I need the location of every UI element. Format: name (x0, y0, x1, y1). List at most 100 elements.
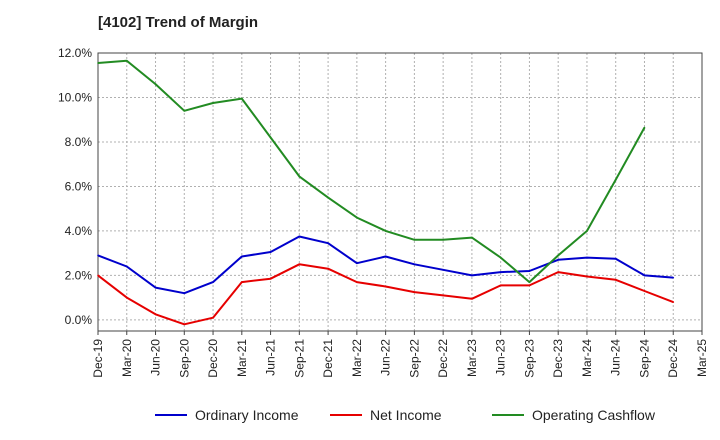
y-tick-label: 8.0% (65, 135, 93, 149)
data-point (97, 62, 99, 64)
data-point (643, 290, 646, 292)
data-point (384, 230, 387, 232)
data-point (442, 269, 444, 271)
x-tick-label: Jun-21 (264, 339, 278, 376)
y-tick-label: 10.0% (58, 90, 92, 104)
data-point (269, 251, 272, 253)
x-tick-label: Dec-20 (206, 339, 220, 378)
data-point (442, 239, 444, 241)
x-tick-label: Jun-23 (494, 339, 508, 376)
data-point (586, 256, 588, 259)
series-line-operating-cashflow (97, 59, 646, 284)
data-point (212, 281, 214, 283)
x-tick-label: Sep-20 (177, 339, 191, 378)
x-tick-label: Dec-22 (436, 339, 450, 378)
data-point (298, 263, 301, 266)
x-tick-label: Dec-23 (551, 339, 565, 378)
data-point (97, 274, 99, 277)
plot-frame (97, 52, 703, 332)
x-tick-label: Sep-24 (637, 339, 651, 378)
data-point (499, 256, 502, 259)
data-point (154, 83, 157, 85)
data-point (672, 276, 675, 279)
legend-label: Operating Cashflow (532, 407, 656, 423)
data-point (499, 284, 502, 287)
x-tick-label: Jun-24 (609, 339, 623, 376)
data-point (241, 281, 243, 283)
data-point (212, 316, 214, 319)
data-point (384, 255, 387, 258)
data-point (356, 281, 358, 283)
data-point (154, 286, 157, 289)
x-tick-label: Mar-22 (350, 339, 364, 377)
data-point (97, 254, 99, 257)
data-point (212, 102, 214, 104)
data-point (125, 265, 128, 268)
data-point (471, 297, 473, 300)
data-point (413, 291, 416, 293)
x-tick-label: Mar-25 (695, 339, 709, 377)
data-point (643, 126, 646, 129)
data-point (298, 175, 301, 178)
x-tick-label: Mar-23 (465, 339, 479, 377)
y-tick-label: 0.0% (65, 313, 93, 327)
data-point (413, 239, 416, 241)
data-point (125, 296, 128, 299)
x-tick-label: Sep-22 (407, 339, 421, 378)
legend-label: Net Income (370, 407, 442, 423)
x-tick-label: Dec-24 (666, 339, 680, 378)
data-point (183, 323, 186, 326)
data-point (614, 257, 617, 260)
data-point (384, 285, 387, 288)
x-tick-label: Dec-21 (321, 339, 335, 378)
data-point (442, 294, 444, 297)
data-point (327, 242, 329, 244)
data-point (241, 97, 243, 100)
data-point (557, 254, 559, 257)
data-point (413, 263, 416, 266)
x-tick-label: Sep-21 (292, 339, 306, 378)
data-point (614, 178, 617, 181)
data-point (557, 271, 559, 273)
data-point (528, 270, 531, 272)
x-tick-label: Dec-19 (91, 339, 105, 378)
data-point (528, 284, 531, 287)
y-tick-label: 2.0% (65, 268, 93, 282)
data-point (327, 196, 329, 199)
y-tick-label: 6.0% (65, 179, 93, 193)
data-point (269, 277, 272, 280)
data-point (298, 235, 301, 238)
data-point (499, 271, 502, 273)
legend-label: Ordinary Income (195, 407, 299, 423)
data-point (471, 274, 473, 277)
data-point (125, 59, 128, 62)
y-tick-label: 12.0% (58, 46, 92, 60)
data-point (327, 267, 329, 270)
x-tick-label: Jun-22 (379, 339, 393, 376)
data-point (154, 313, 157, 316)
x-tick-label: Mar-20 (120, 339, 134, 377)
data-point (183, 292, 186, 294)
data-point (586, 275, 588, 278)
data-point (241, 255, 243, 258)
data-point (557, 259, 559, 261)
data-point (183, 110, 186, 112)
x-tick-label: Mar-24 (580, 339, 594, 377)
data-point (614, 279, 617, 281)
x-tick-label: Sep-23 (522, 339, 536, 378)
data-point (471, 236, 473, 239)
data-point (269, 136, 272, 139)
data-point (528, 281, 531, 283)
axis-layer: 12.0% 10.0% 8.0% 6.0% 4.0% 2.0% 0.0% Dec-19 Mar-… (58, 46, 709, 378)
data-point (643, 274, 646, 277)
data-point (672, 301, 675, 303)
y-tick-label: 4.0% (65, 224, 93, 238)
data-point (356, 216, 358, 219)
data-point (356, 262, 358, 264)
data-point (586, 230, 588, 232)
x-tick-label: Mar-21 (235, 339, 249, 377)
chart-title: [4102] Trend of Margin (98, 14, 259, 31)
series-layer (97, 59, 675, 326)
legend: Ordinary Income Net Income Operating Cashf… (155, 407, 656, 423)
